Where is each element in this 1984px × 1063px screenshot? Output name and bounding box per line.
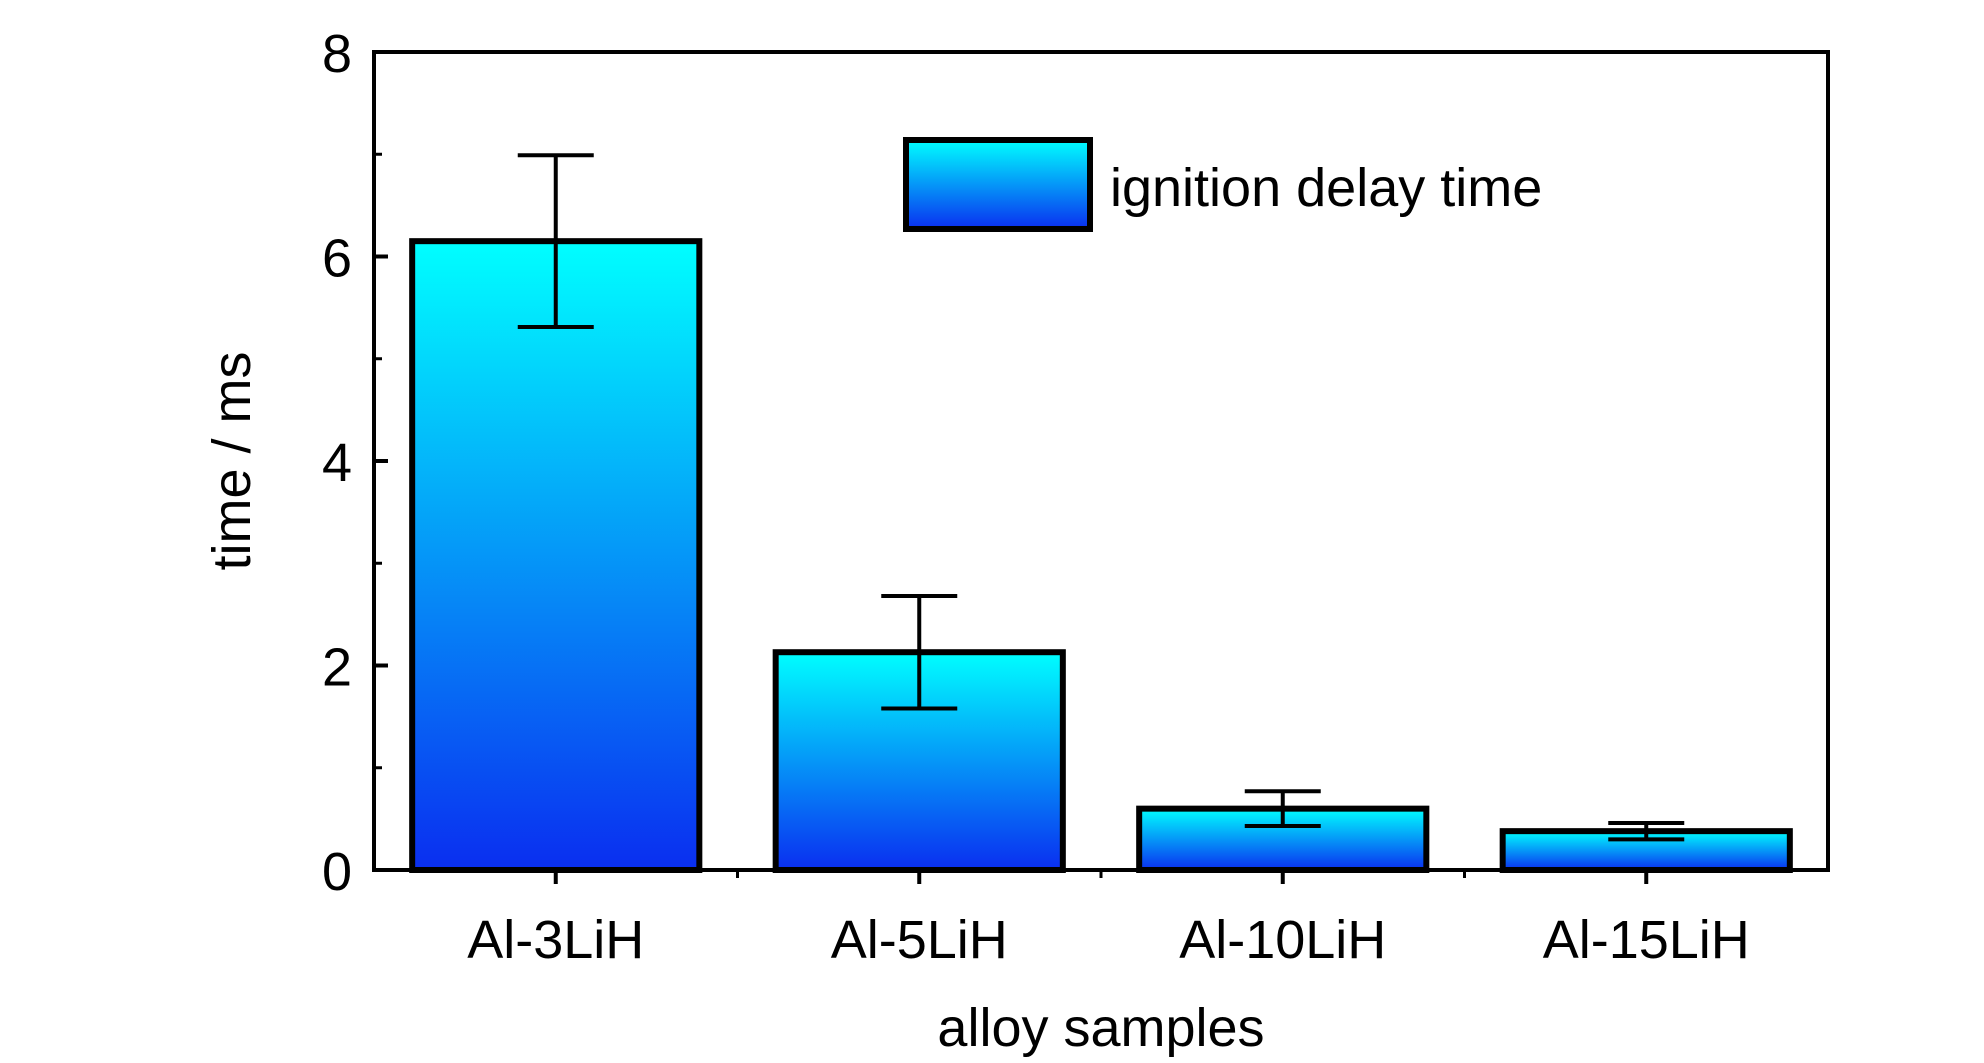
error-bar-al-3lih [517, 153, 594, 330]
x-tick-label: Al-15LiH [1543, 910, 1750, 970]
legend-label: ignition delay time [1110, 158, 1542, 218]
y-axis-title: time / ms [202, 351, 262, 570]
x-tick-label: Al-10LiH [1179, 910, 1386, 970]
x-tick-label: Al-3LiH [467, 910, 644, 970]
x-tick-label: Al-5LiH [831, 910, 1008, 970]
x-axis-title: alloy samples [937, 998, 1264, 1058]
y-tick-label: 8 [322, 24, 352, 84]
y-tick-label: 4 [322, 433, 352, 493]
bars-layer [409, 238, 1793, 874]
legend: ignition delay time [903, 137, 1542, 232]
error-bar-al-10lih [1244, 789, 1321, 829]
y-tick-label: 2 [322, 638, 352, 698]
y-tick-label: 0 [322, 842, 352, 902]
error-bar-al-5lih [881, 593, 958, 711]
y-axis: 0 2 4 6 8 [322, 24, 388, 902]
error-bars-layer [517, 153, 1685, 842]
x-axis: Al-3LiH Al-5LiH Al-10LiH Al-15LiH [467, 870, 1750, 970]
error-bar-al-15lih [1608, 820, 1685, 842]
legend-swatch [903, 137, 1093, 232]
y-tick-label: 6 [322, 229, 352, 289]
bar-al-3lih [409, 238, 703, 874]
